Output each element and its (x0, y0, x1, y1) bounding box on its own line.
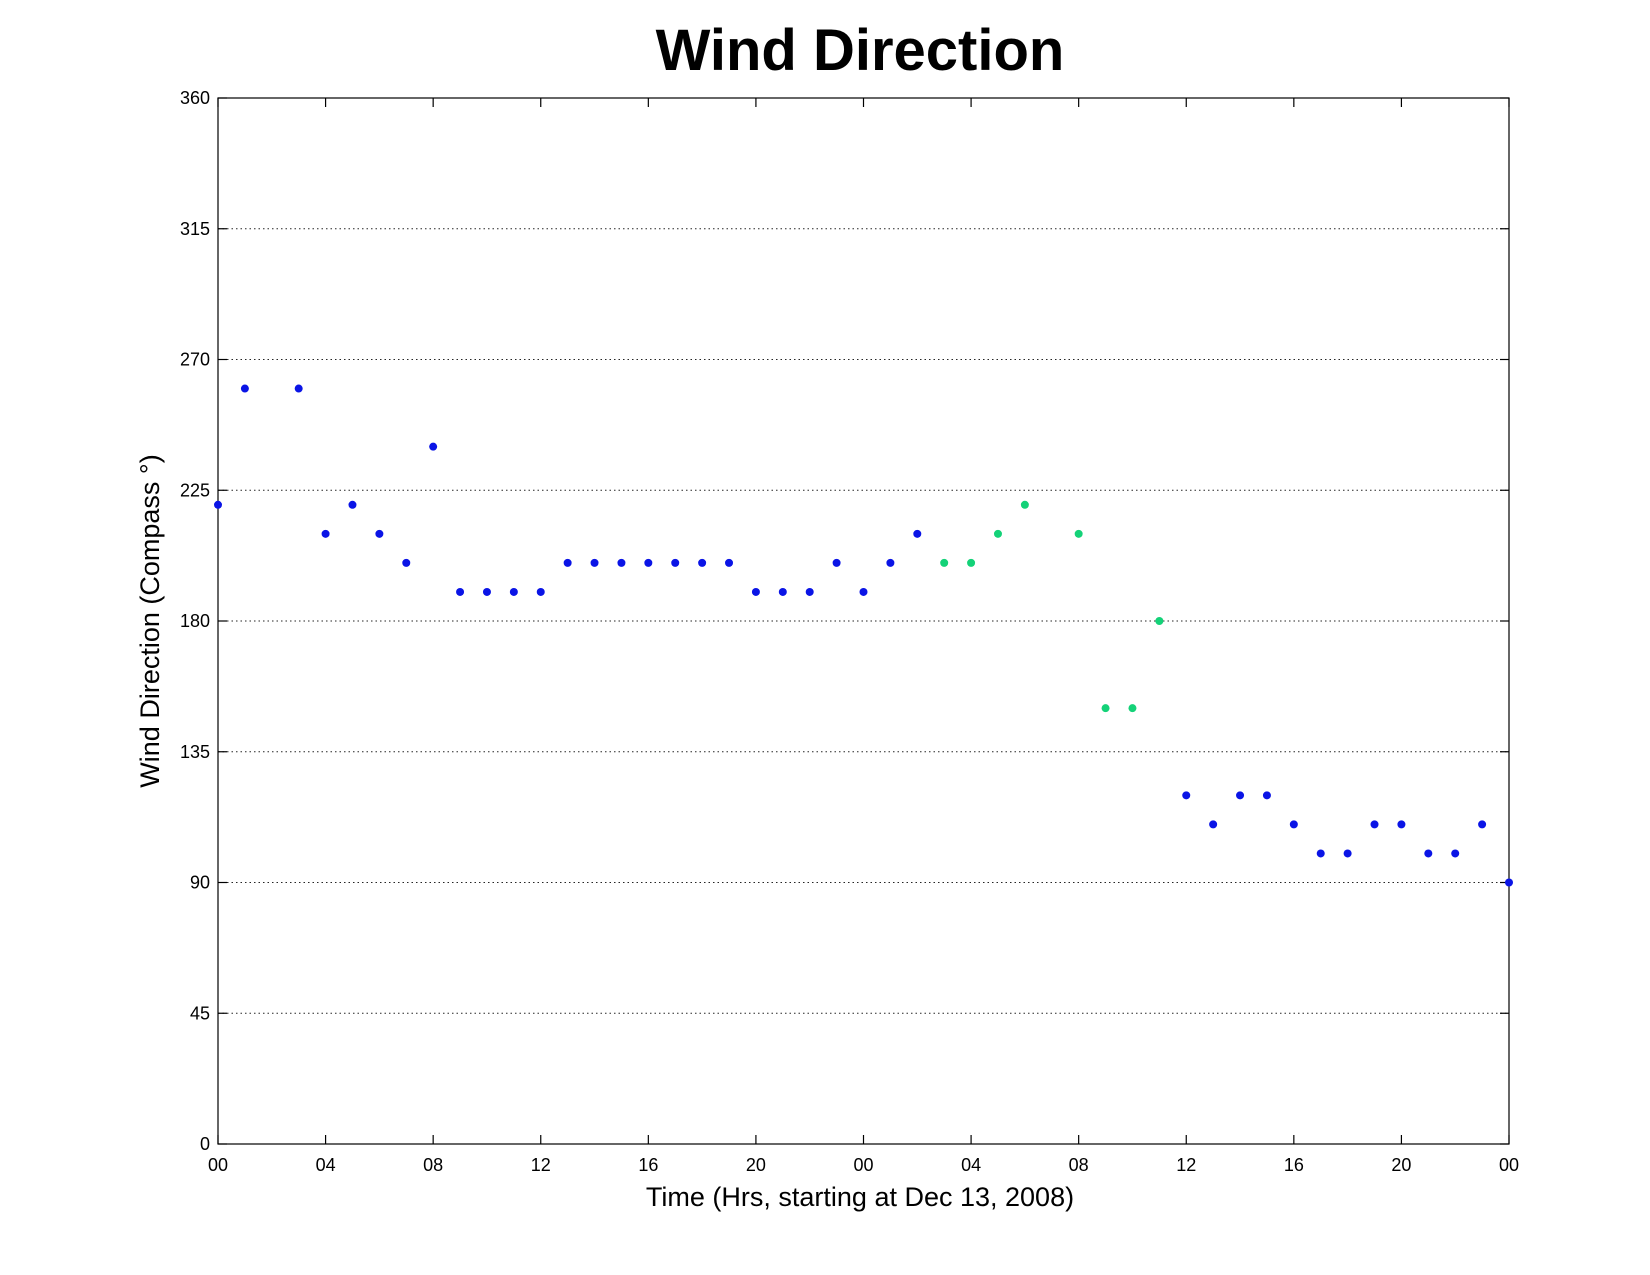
data-point-series-2 (967, 558, 976, 567)
x-tick-label: 00 (853, 1155, 873, 1175)
y-tick-label: 90 (190, 873, 210, 893)
data-point-series-1 (482, 587, 491, 596)
x-axis-ticks: 00 04 08 12 16 20 00 04 08 12 16 20 00 (208, 98, 1519, 1175)
data-point-series-1 (698, 558, 707, 567)
data-point-series-1 (913, 529, 922, 538)
y-tick-label: 135 (180, 742, 210, 762)
y-tick-label: 270 (180, 350, 210, 370)
data-point-series-1 (1505, 878, 1513, 887)
x-tick-label: 20 (746, 1155, 766, 1175)
data-point-series-1 (1262, 791, 1271, 800)
data-point-series-1 (375, 529, 384, 538)
data-point-series-1 (1343, 849, 1352, 858)
x-tick-label: 08 (423, 1155, 443, 1175)
data-point-series-1 (1451, 849, 1460, 858)
x-tick-label: 12 (1176, 1155, 1196, 1175)
chart-title: Wind Direction (656, 18, 1065, 83)
data-point-series-1 (402, 558, 411, 567)
data-point-series-2 (1128, 704, 1137, 713)
x-tick-label: 12 (531, 1155, 551, 1175)
x-tick-label: 16 (1284, 1155, 1304, 1175)
y-tick-label: 315 (180, 219, 210, 239)
data-point-series-1 (1289, 820, 1298, 829)
data-point-series-1 (1316, 849, 1325, 858)
data-point-series-1 (1182, 791, 1191, 800)
data-point-series-2 (1155, 617, 1164, 625)
y-axis-label: Wind Direction (Compass °) (135, 454, 165, 787)
data-point-series-1 (214, 500, 222, 509)
y-tick-label: 0 (200, 1134, 210, 1154)
data-point-series-2 (1020, 500, 1029, 509)
y-tick-label: 180 (180, 611, 210, 631)
data-point-series-1 (778, 587, 787, 596)
x-tick-label: 00 (208, 1155, 228, 1175)
data-point-series-1 (805, 587, 814, 596)
data-point-series-1 (832, 558, 841, 567)
x-tick-label: 00 (1499, 1155, 1519, 1175)
data-point-series-1 (644, 558, 653, 567)
y-tick-label: 45 (190, 1003, 210, 1023)
grid-lines (218, 228, 1509, 1014)
data-point-series-2 (1101, 704, 1110, 713)
y-axis-ticks: 0 45 90 135 180 225 270 315 360 (180, 88, 1509, 1154)
data-point-series-1 (725, 558, 734, 567)
data-point-series-2 (940, 558, 949, 567)
data-point-series-1 (1236, 791, 1245, 800)
data-point-series-1 (751, 587, 760, 596)
y-tick-label: 225 (180, 480, 210, 500)
x-tick-label: 04 (961, 1155, 981, 1175)
data-point-series-1 (1424, 849, 1433, 858)
x-tick-label: 04 (316, 1155, 336, 1175)
data-point-series-1 (590, 558, 599, 567)
data-point-series-1 (240, 384, 249, 393)
x-tick-label: 16 (638, 1155, 658, 1175)
data-points (214, 384, 1513, 887)
x-axis-label: Time (Hrs, starting at Dec 13, 2008) (646, 1182, 1074, 1212)
data-point-series-2 (993, 529, 1002, 538)
data-point-series-1 (671, 558, 680, 567)
data-point-series-1 (617, 558, 626, 567)
y-tick-label: 360 (180, 88, 210, 108)
data-point-series-1 (1370, 820, 1379, 829)
data-point-series-1 (563, 558, 572, 567)
data-point-series-1 (348, 500, 357, 509)
data-point-series-1 (536, 587, 545, 596)
data-point-series-1 (1478, 820, 1487, 829)
data-point-series-2 (1074, 529, 1083, 538)
data-point-series-1 (456, 587, 465, 596)
data-point-series-1 (321, 529, 330, 538)
data-point-series-1 (294, 384, 303, 393)
data-point-series-1 (1209, 820, 1218, 829)
data-point-series-1 (859, 587, 868, 596)
data-point-series-1 (886, 558, 895, 567)
data-point-series-1 (429, 442, 438, 451)
x-tick-label: 20 (1391, 1155, 1411, 1175)
data-point-series-1 (1397, 820, 1406, 829)
x-tick-label: 08 (1069, 1155, 1089, 1175)
data-point-series-1 (509, 587, 518, 596)
